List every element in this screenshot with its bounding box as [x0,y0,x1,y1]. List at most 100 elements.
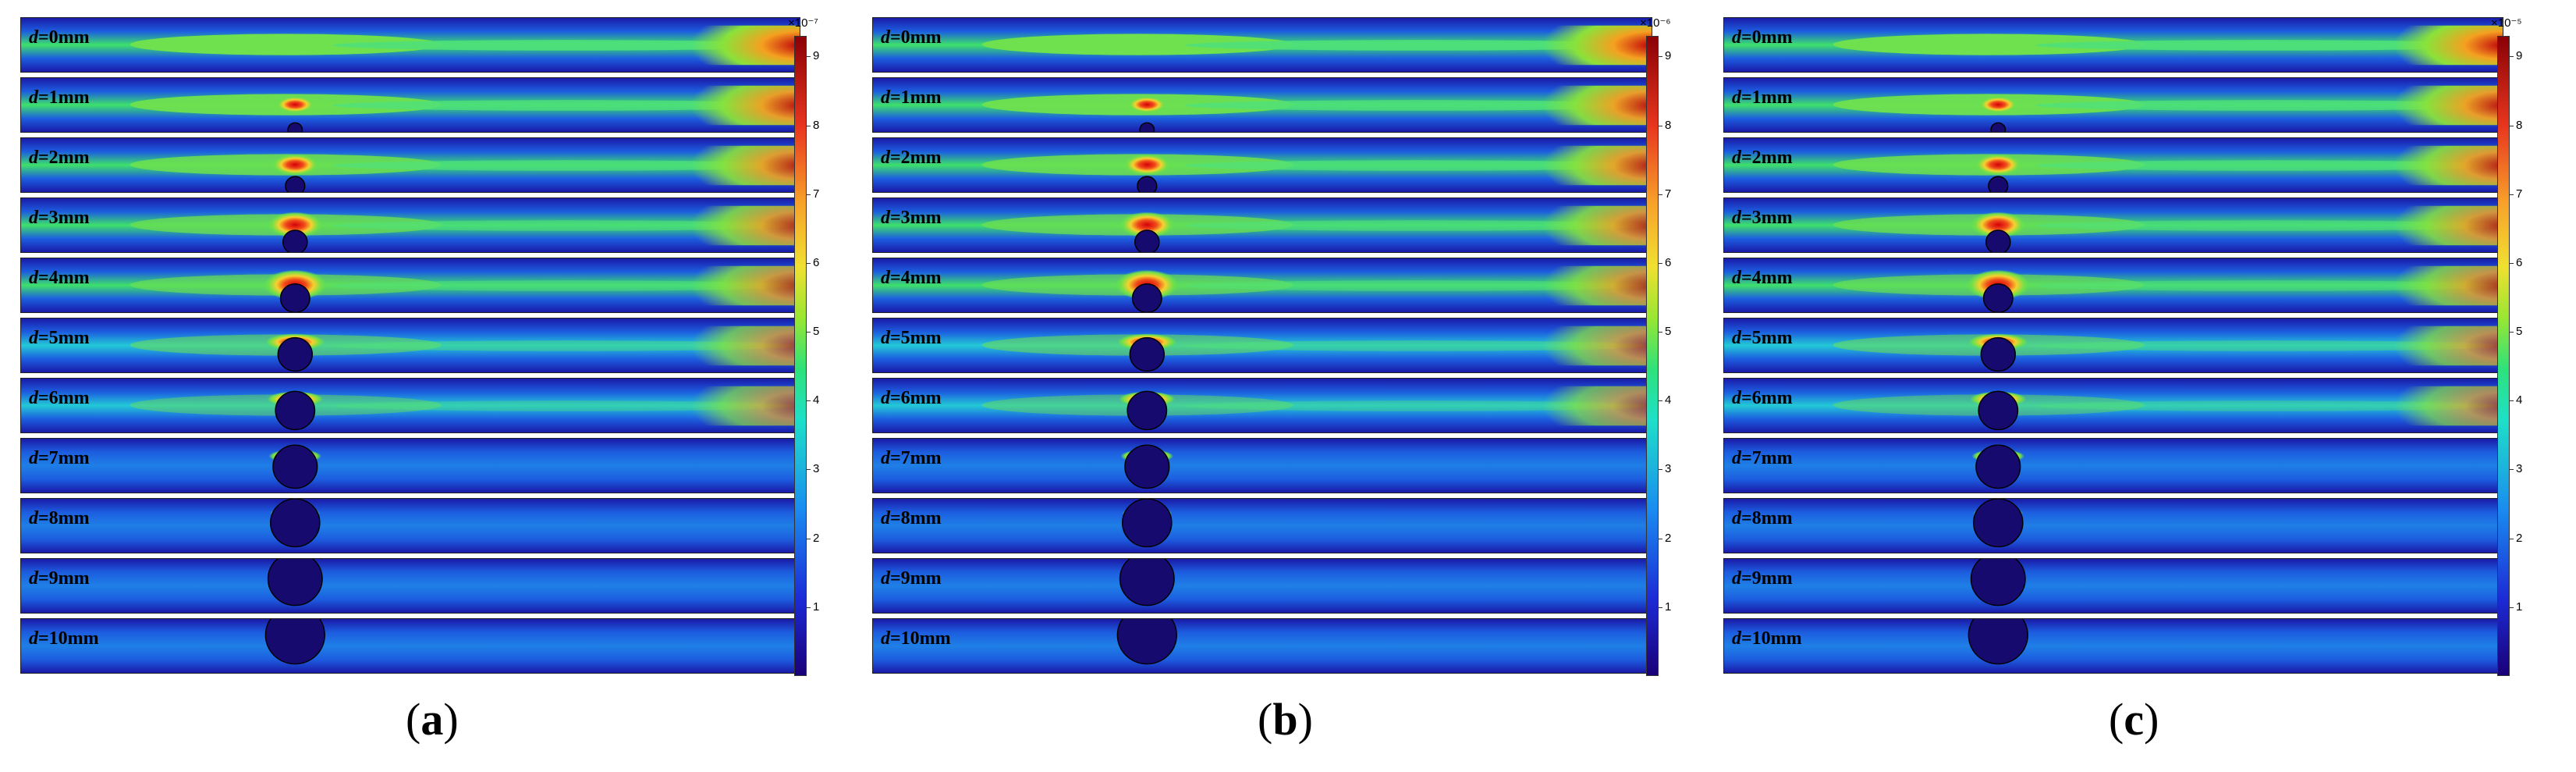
field-plot [1724,619,2503,673]
colorbar-tick-mark [807,400,811,402]
strip-label: d=3mm [881,208,942,229]
strip-label-value: =7mm [38,448,90,468]
strip-label-value: =4mm [38,268,90,288]
field-plot [873,138,1652,192]
strip-label-variable: d [29,27,38,48]
contour-strip: d=6mm [20,378,800,433]
field-plot [1724,379,2503,432]
strip-label: d=2mm [29,148,90,169]
contour-strip: d=3mm [20,197,800,253]
field-plot [1724,499,2503,553]
field-plot [1724,78,2503,132]
panel-label-close: ) [443,694,459,745]
strip-label-variable: d [881,448,890,468]
strip-label-variable: d [881,628,890,649]
strip-label-variable: d [1732,87,1741,108]
panel-label-open: ( [406,694,421,745]
contour-strip: d=9mm [20,558,800,614]
field-plot [873,379,1652,432]
strip-label-value: =2mm [890,148,942,168]
field-plot [21,379,800,432]
strip-label-variable: d [29,268,38,288]
colorbar-tick-label: 4 [1665,393,1672,407]
colorbar-tick-label: 7 [813,187,820,201]
colorbar-tick-mark [2510,56,2514,58]
field-plot [1724,198,2503,252]
colorbar-tick-mark [2510,262,2514,264]
strip-label: d=5mm [1732,328,1793,349]
contour-strip: d=10mm [20,618,800,674]
strip-label-value: =9mm [38,568,90,589]
strip-label-variable: d [1732,448,1741,468]
strip-label-value: =10mm [890,628,951,649]
field-plot [21,559,800,613]
panel-label: (c) [2109,693,2159,745]
strip-label: d=7mm [881,448,942,469]
colorbar-tick-mark [1659,194,1662,195]
contour-strip: d=1mm [872,77,1652,133]
panel-label-close: ) [1297,694,1313,745]
colorbar-tick-label: 2 [813,531,820,545]
contour-strip: d=8mm [1723,498,2503,553]
colorbar-tick-label: 2 [1665,531,1672,545]
strip-label-value: =2mm [38,148,90,168]
strip-label-value: =3mm [38,208,90,228]
strip-label: d=3mm [29,208,90,229]
strip-label-variable: d [881,328,890,348]
contour-strip: d=6mm [872,378,1652,433]
strip-label-variable: d [881,87,890,108]
strip-label-value: =0mm [890,27,942,48]
strip-label-variable: d [1732,208,1741,228]
colorbar-tick-label: 8 [2516,118,2523,132]
colorbar [2497,36,2510,676]
strip-label-value: =4mm [890,268,942,288]
contour-strip: d=0mm [20,17,800,73]
field-plot [873,258,1652,312]
colorbar-tick-label: 9 [2516,49,2523,63]
strip-label-value: =0mm [1741,27,1793,48]
strip-label-value: =6mm [890,388,942,408]
colorbar-tick-label: 9 [813,49,820,63]
field-plot [21,78,800,132]
colorbar-tick-label: 3 [1665,462,1672,476]
field-plot [873,198,1652,252]
field-plot [21,439,800,493]
colorbar-tick-label: 7 [1665,187,1672,201]
panel-label: (b) [1258,693,1313,745]
strip-label-value: =3mm [890,208,942,228]
strip-label-value: =6mm [1741,388,1793,408]
panel-c: d=0mm d=1mm d=2mm d=3mm d=4mm d=5mm d=6mm d=7mm… [1703,0,2561,772]
strip-label-value: =5mm [1741,328,1793,348]
colorbar-tick-label: 3 [2516,462,2523,476]
panel-label-letter: a [420,694,444,745]
panel-b: d=0mm d=1mm d=2mm d=3mm d=4mm d=5mm d=6mm d=7mm… [852,0,1710,772]
colorbar-tick-label: 4 [813,393,820,407]
strip-label-variable: d [29,568,38,589]
field-plot [21,619,800,673]
strip-label-variable: d [29,328,38,348]
strip-label: d=8mm [881,508,942,529]
contour-strip: d=7mm [20,438,800,493]
panel-label-open: ( [2109,694,2124,745]
contour-strip: d=3mm [1723,197,2503,253]
strip-label: d=10mm [881,628,951,649]
contour-strip: d=6mm [1723,378,2503,433]
panel-label: (a) [406,693,459,745]
strip-label-variable: d [1732,388,1741,408]
colorbar-tick-mark [2510,400,2514,402]
field-plot [1724,138,2503,192]
colorbar-tick-label: 6 [813,255,820,269]
strip-label-value: =9mm [890,568,942,589]
strip-label-variable: d [1732,568,1741,589]
strip-label: d=1mm [881,87,942,109]
strip-label: d=4mm [881,268,942,289]
strip-label: d=8mm [29,508,90,529]
strip-label-variable: d [1732,268,1741,288]
colorbar-tick-label: 8 [813,118,820,132]
panel-label-close: ) [2144,694,2159,745]
field-plot [1724,559,2503,613]
contour-strip: d=2mm [20,137,800,193]
panel-label-letter: b [1272,694,1298,745]
strip-label-variable: d [29,208,38,228]
contour-strip: d=5mm [20,318,800,373]
